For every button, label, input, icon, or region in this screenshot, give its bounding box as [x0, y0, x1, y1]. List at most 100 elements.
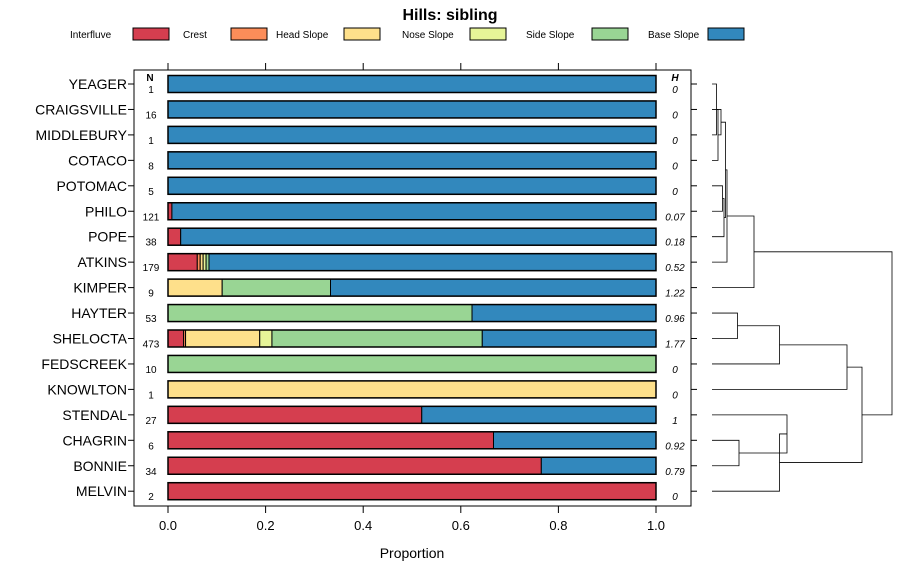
- category-label-stendal: STENDAL: [62, 407, 127, 423]
- bar-hayter-base-slope: [471, 304, 657, 323]
- category-label-pope: POPE: [88, 229, 127, 245]
- n-values: N 1 16 1 8 5 121 38 179 9 53 473 10 1 27 6 34 2: [143, 73, 160, 503]
- bar-outline-philo: [167, 202, 657, 221]
- x-axis: 0.0 0.2 0.4 0.6 0.8 1.0: [159, 63, 665, 533]
- bar-middlebury-base-slope: [167, 125, 657, 144]
- bar-outline-stendal: [167, 405, 657, 425]
- h-value-melvin: 0: [672, 492, 678, 503]
- bar-outline-bonnie: [167, 456, 657, 475]
- bar-outline-cotaco: [167, 151, 657, 170]
- h-value-potomac: 0: [672, 187, 678, 198]
- bars-group: [167, 74, 657, 501]
- h-value-stendal: 1: [672, 416, 678, 427]
- category-label-shelocta: SHELOCTA: [53, 331, 128, 347]
- bar-outline-potomac: [167, 176, 657, 196]
- bar-pope-interfluve: [167, 227, 182, 246]
- legend-label-side-slope: Side Slope: [526, 30, 575, 41]
- n-value-bonnie: 34: [145, 467, 157, 478]
- bar-outline-craigsville: [167, 100, 657, 119]
- category-label-philo: PHILO: [85, 203, 127, 219]
- bar-outline-melvin: [167, 481, 657, 501]
- n-value-hayter: 53: [145, 314, 157, 325]
- category-label-kimper: KIMPER: [73, 280, 127, 296]
- dendrogram-link: [721, 121, 726, 219]
- legend-label-interfluve: Interfluve: [70, 30, 112, 41]
- bar-kimper-base-slope: [330, 278, 657, 297]
- h-value-kimper: 1.22: [665, 289, 685, 300]
- dendrogram-link: [712, 215, 755, 288]
- h-value-middlebury: 0: [672, 136, 678, 147]
- h-value-fedscreek: 0: [672, 365, 678, 376]
- h-value-cotaco: 0: [672, 161, 678, 172]
- bar-craigsville-base-slope: [167, 100, 657, 119]
- category-label-knowlton: KNOWLTON: [47, 381, 127, 397]
- n-value-stendal: 27: [145, 416, 157, 427]
- h-value-atkins: 0.52: [665, 263, 685, 274]
- bar-melvin-interfluve: [167, 482, 657, 501]
- legend-swatch-head-slope: [343, 27, 381, 41]
- dendrogram: [712, 83, 893, 492]
- bar-outline-shelocta: [167, 329, 657, 348]
- category-label-hayter: HAYTER: [71, 305, 127, 321]
- x-tick-label: 1.0: [647, 518, 665, 533]
- h-value-hayter: 0.96: [665, 314, 685, 325]
- bar-shelocta-interfluve: [167, 329, 185, 348]
- bar-outline-middlebury: [167, 125, 657, 145]
- n-value-middlebury: 1: [148, 136, 154, 147]
- x-axis-label: Proportion: [380, 545, 445, 561]
- n-value-atkins: 179: [143, 263, 160, 274]
- bar-outline-hayter: [167, 303, 657, 323]
- bar-pope-base-slope: [180, 227, 657, 246]
- bar-stendal-base-slope: [421, 405, 657, 424]
- n-value-pope: 38: [145, 238, 157, 249]
- h-value-craigsville: 0: [672, 110, 678, 121]
- x-tick-label: 0.8: [549, 518, 567, 533]
- h-value-philo: 0.07: [665, 212, 685, 223]
- legend-swatch-side-slope: [591, 27, 629, 41]
- bar-outline-yeager: [167, 74, 657, 94]
- dendrogram-link: [754, 251, 893, 416]
- h-value-chagrin: 0.92: [665, 441, 685, 452]
- n-value-shelocta: 473: [143, 340, 160, 351]
- legend-swatch-interfluve: [132, 27, 170, 41]
- legend: Interfluve Crest Head Slope Nose Slope Side …: [70, 27, 745, 41]
- bar-potomac-base-slope: [167, 176, 657, 195]
- dendrogram-link: [716, 109, 722, 136]
- legend-label-head-slope: Head Slope: [276, 30, 329, 41]
- bar-hayter-side-slope: [167, 304, 473, 323]
- category-label-yeager: YEAGER: [69, 76, 127, 92]
- x-tick-label: 0.4: [354, 518, 372, 533]
- n-header: N: [146, 73, 153, 84]
- n-value-chagrin: 6: [148, 441, 154, 452]
- dendrogram-link: [712, 439, 740, 467]
- category-label-craigsville: CRAIGSVILLE: [35, 101, 127, 117]
- bar-outline-chagrin: [167, 431, 657, 450]
- category-label-melvin: MELVIN: [76, 483, 127, 499]
- bar-philo-base-slope: [171, 202, 657, 221]
- category-label-middlebury: MIDDLEBURY: [35, 127, 127, 143]
- bar-yeager-base-slope: [167, 75, 657, 93]
- h-value-knowlton: 0: [672, 390, 678, 401]
- bar-knowlton-head-slope: [167, 380, 657, 399]
- bar-shelocta-nose-slope: [259, 329, 273, 348]
- bar-chagrin-base-slope: [492, 431, 657, 450]
- category-label-bonnie: BONNIE: [73, 458, 127, 474]
- h-value-shelocta: 1.77: [665, 340, 685, 351]
- legend-label-nose-slope: Nose Slope: [402, 30, 454, 41]
- chart-title: Hills: sibling: [402, 7, 497, 24]
- dendrogram-link: [712, 312, 738, 339]
- legend-label-base-slope: Base Slope: [648, 30, 700, 41]
- bar-kimper-side-slope: [221, 278, 332, 297]
- x-tick-label: 0.2: [257, 518, 275, 533]
- n-value-craigsville: 16: [145, 110, 157, 121]
- dendrogram-link: [779, 366, 863, 463]
- legend-swatch-crest: [230, 27, 268, 41]
- bar-kimper-head-slope: [167, 278, 223, 297]
- n-value-knowlton: 1: [148, 390, 154, 401]
- n-value-fedscreek: 10: [145, 365, 157, 376]
- bar-shelocta-base-slope: [481, 329, 657, 348]
- bar-outline-atkins: [167, 252, 657, 272]
- bar-shelocta-side-slope: [271, 329, 483, 348]
